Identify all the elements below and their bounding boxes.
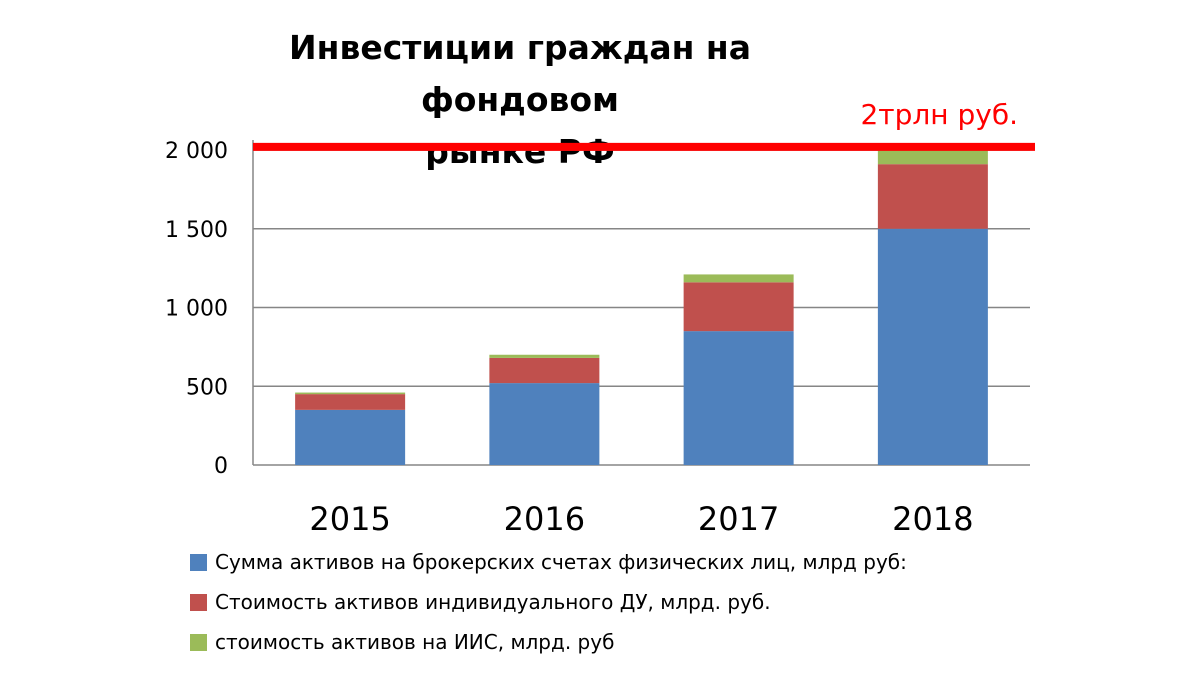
legend-label-individual-trust: Стоимость активов индивидуального ДУ, мл… (215, 590, 771, 614)
legend-swatch-individual-trust (190, 593, 207, 611)
bar-segment (489, 357, 600, 384)
bar-segment (683, 274, 794, 283)
bar-segment (683, 331, 794, 465)
chart-legend: Сумма активов на брокерских счетах физич… (190, 542, 907, 662)
bar-segment (877, 164, 988, 229)
y-tick-label: 1 000 (165, 297, 228, 322)
bar-segment (295, 394, 406, 410)
legend-item-iis: стоимость активов на ИИС, млрд. руб (190, 622, 907, 662)
bar-segment (877, 148, 988, 165)
chart-title-line-2: рынке РФ (425, 132, 615, 171)
bar-segment (489, 383, 600, 465)
reference-line-label: 2трлн руб. (860, 98, 1018, 131)
bar-segment (683, 282, 794, 332)
y-tick-label: 1 500 (165, 218, 228, 243)
y-tick-label: 0 (214, 454, 228, 479)
legend-item-individual-trust: Стоимость активов индивидуального ДУ, мл… (190, 582, 907, 622)
bar-segment (295, 392, 406, 395)
y-tick-label: 2 000 (165, 139, 228, 164)
legend-label-iis: стоимость активов на ИИС, млрд. руб (215, 630, 615, 654)
x-tick-label: 2017 (698, 500, 779, 538)
bar-segment (489, 354, 600, 358)
y-tick-label: 500 (186, 375, 228, 400)
legend-item-brokerage: Сумма активов на брокерских счетах физич… (190, 542, 907, 582)
x-tick-label: 2018 (892, 500, 973, 538)
chart-title: Инвестиции граждан на фондовом рынке РФ (200, 22, 840, 178)
bar-segment (295, 409, 406, 465)
x-tick-label: 2016 (504, 500, 585, 538)
chart-title-line-1: Инвестиции граждан на фондовом (289, 28, 751, 119)
legend-label-brokerage: Сумма активов на брокерских счетах физич… (215, 550, 907, 574)
legend-swatch-iis (190, 633, 207, 651)
bar-segment (877, 228, 988, 465)
legend-swatch-brokerage (190, 553, 207, 571)
x-tick-label: 2015 (309, 500, 390, 538)
chart-plot: 0 500 1 000 1 500 2 000 2015 2016 2017 2018 2трлн… (165, 98, 1035, 538)
